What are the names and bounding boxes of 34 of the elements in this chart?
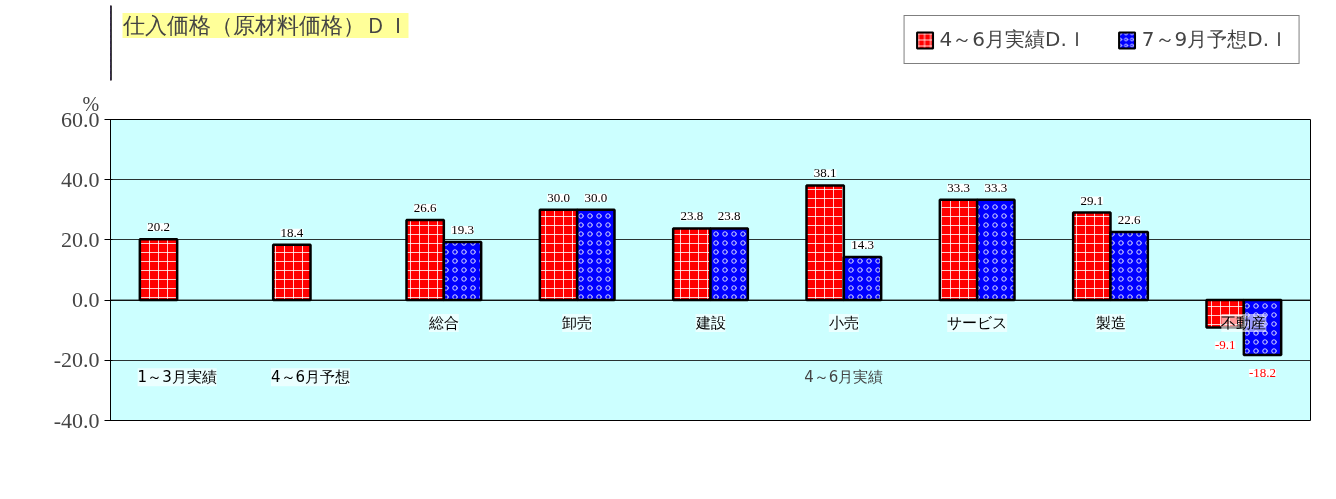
x-tick-label: 不動産 (1221, 314, 1267, 333)
data-label: 33.3 (984, 179, 1008, 195)
y-tick-label: -20.0 (53, 347, 100, 373)
data-label: 30.0 (584, 189, 608, 205)
x-tick-label: 総合 (427, 314, 459, 333)
y-tick-label: 0.0 (72, 287, 100, 313)
data-label: 26.6 (413, 200, 438, 216)
data-label: 38.1 (813, 165, 837, 181)
legend-label: 4～6月実績D.Ｉ (939, 26, 1087, 53)
x-tick-label: 建設 (694, 314, 726, 333)
data-label: 14.3 (851, 237, 874, 253)
data-label: -9.1 (1214, 337, 1236, 353)
data-label: 22.6 (1117, 212, 1142, 228)
y-tick-label: 20.0 (61, 226, 100, 252)
annotation: 4～6月実績 (804, 368, 884, 387)
y-tick-label: 40.0 (61, 166, 100, 192)
x-tick-label: 製造 (1095, 314, 1126, 333)
data-label: 23.8 (680, 208, 704, 224)
data-label: 30.0 (547, 189, 570, 205)
data-label: 20.2 (147, 219, 170, 235)
data-label: 18.4 (280, 224, 304, 240)
y-tick-label: -40.0 (53, 407, 100, 433)
data-label: 33.3 (947, 179, 970, 195)
data-label: -18.2 (1248, 364, 1277, 380)
legend-label: 7～9月予想D.Ｉ (1141, 26, 1289, 53)
data-label: 29.1 (1080, 192, 1104, 208)
data-label: 19.3 (451, 222, 474, 238)
x-tick-label: 1～3月実績 (137, 368, 217, 387)
x-tick-label: 卸売 (562, 314, 593, 333)
chart-title: 仕入価格（原材料価格）ＤＩ (121, 13, 409, 38)
x-tick-label: サービス (947, 314, 1008, 333)
data-label: 23.8 (717, 208, 741, 224)
x-tick-label: 小売 (828, 314, 859, 333)
x-tick-label: 4～6月予想 (270, 368, 351, 387)
